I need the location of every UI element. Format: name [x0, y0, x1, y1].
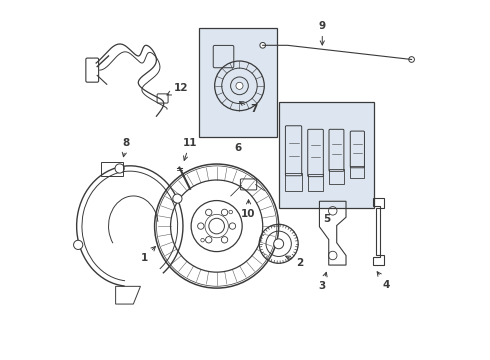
Circle shape [173, 194, 182, 203]
Text: 12: 12 [167, 83, 189, 95]
Text: 9: 9 [318, 21, 326, 45]
Circle shape [236, 82, 243, 89]
Bar [279, 102, 374, 208]
Circle shape [115, 164, 124, 173]
Bar [101, 162, 122, 176]
Bar [329, 169, 344, 184]
Text: 4: 4 [377, 272, 390, 289]
Bar [308, 174, 323, 191]
Text: 5: 5 [323, 214, 330, 224]
Text: 8: 8 [122, 138, 130, 157]
Text: 1: 1 [140, 247, 155, 263]
Circle shape [209, 218, 224, 234]
Text: 7: 7 [240, 102, 257, 114]
Circle shape [260, 42, 266, 48]
Text: 10: 10 [241, 200, 256, 219]
Bar [350, 166, 365, 178]
Text: 11: 11 [183, 138, 197, 161]
Bar [285, 174, 302, 191]
Circle shape [74, 240, 83, 249]
Text: 6: 6 [234, 143, 242, 153]
Bar [199, 28, 277, 138]
Circle shape [274, 239, 284, 249]
Text: 3: 3 [318, 272, 327, 291]
Circle shape [409, 57, 415, 62]
Text: 2: 2 [286, 256, 304, 268]
